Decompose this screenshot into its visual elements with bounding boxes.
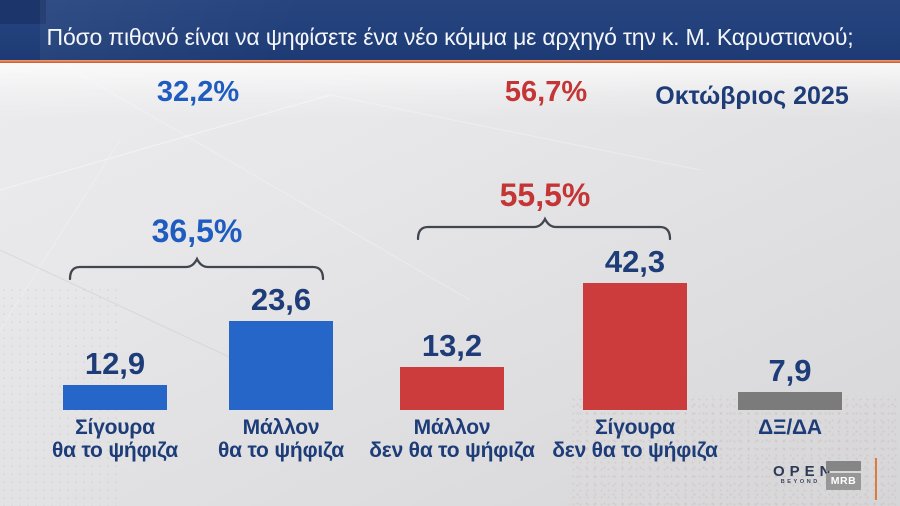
bar-category-line: Μάλλον: [242, 416, 320, 439]
bar-value-label: 42,3: [604, 244, 666, 279]
bar-category-line: δεν θα το ψήφιζα: [552, 438, 718, 462]
highlight-band: [0, 63, 900, 119]
bar-value-label: 13,2: [421, 328, 483, 363]
poll-date-label: Οκτώβριος 2025: [655, 82, 849, 110]
bar: [63, 385, 167, 410]
open-logo-subtext: BEYOND: [780, 479, 820, 485]
open-logo-text: OPEN: [773, 463, 836, 480]
bar-category-label: Σίγουρα θα το ψήφιζα: [15, 416, 215, 462]
would-not-vote-total: 56,7%: [504, 76, 588, 108]
bar-category-line: θα το ψήφιζα: [51, 438, 179, 462]
likely-group-percentage: 36,5%: [151, 213, 243, 249]
header-corner-decoration: [0, 0, 46, 24]
unlikely-group-percentage: 55,5%: [499, 177, 591, 213]
bar-category-label: Μάλλον θα το ψήφιζα: [181, 416, 381, 462]
bar: [400, 367, 504, 410]
bar-category-line: θα το ψήφιζα: [217, 438, 345, 462]
bar-category-line: Σίγουρα: [75, 416, 155, 439]
open-channel-logo: OPEN BEYOND: [768, 463, 836, 486]
bar: [229, 321, 333, 410]
bar-category-label: Μάλλον δεν θα το ψήφιζα: [352, 416, 552, 462]
bar: [583, 283, 687, 410]
mrb-pollster-logo: MRB: [826, 461, 861, 491]
header-light-streak: [40, 0, 460, 60]
bar-value-label: 12,9: [84, 346, 146, 381]
likely-group-bracket: [68, 256, 325, 281]
bar-category-line: δεν θα το ψήφιζα: [369, 438, 535, 462]
bar-category-line: Σίγουρα: [595, 416, 675, 439]
unlikely-group-bracket: [416, 216, 672, 241]
mrb-logo-bar: [826, 461, 861, 471]
header-accent-divider: [0, 60, 900, 63]
bar-value-label: 7,9: [768, 353, 812, 388]
bar-category-label: Σίγουρα δεν θα το ψήφιζα: [535, 416, 735, 462]
mrb-logo-text: MRB: [826, 473, 861, 490]
header-bar: Πόσο πιθανό είναι να ψηφίσετε ένα νέο κό…: [0, 0, 900, 60]
bar-value-label: 23,6: [250, 282, 312, 317]
bar: [738, 392, 842, 410]
poll-question-title: Πόσο πιθανό είναι να ψηφίσετε ένα νέο κό…: [46, 24, 854, 50]
orange-tick-decoration: [875, 458, 877, 500]
bar-category-line: Μάλλον: [413, 416, 491, 439]
would-vote-total: 32,2%: [156, 76, 240, 108]
bar-category-line: ΔΞ/ΔΑ: [758, 416, 822, 439]
bar-category-label: ΔΞ/ΔΑ: [690, 416, 890, 440]
